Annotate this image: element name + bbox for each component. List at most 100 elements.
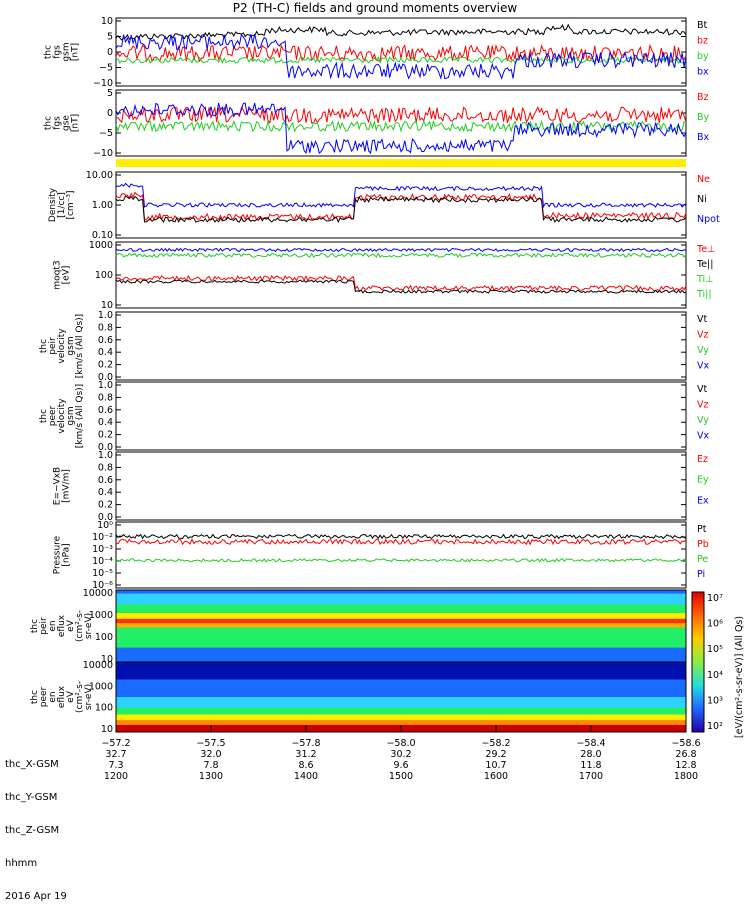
legend-entry: By [697,112,710,123]
panel-density: Density [1/cc] [cm⁻³] [48,171,687,239]
y-tick-label: 5 [107,88,113,99]
y-axis-label-line: eflux [57,614,67,637]
y-axis-label-line: eflux [57,685,67,708]
panel-frame [115,451,687,521]
panel-temp: moqt3 [eV] [53,241,687,309]
x-axis-value: 32.0 [200,749,221,760]
legend-entry: Pt [697,524,707,535]
ti-perp-line [115,252,687,259]
panel-peir-eflux: thc peir en eflux eV (cm²-s-sr-eV) [30,589,687,663]
spectrogram-band [116,679,686,698]
y-axis-label-line: Pressure [53,535,63,574]
y-axis-label-line: sr-eV) [84,613,94,639]
spectrogram-band [116,647,686,663]
x-axis-value: −58.4 [576,738,605,749]
xaxis-row-label: thc_Z-GSM [5,825,60,836]
y-axis-label-line: velocity [57,398,67,434]
y-axis-label-line: thc [30,619,40,633]
y-axis-label-line: thc [30,690,40,704]
y-axis-label-line: peer [48,405,58,426]
y-axis-label-line: gsm [66,406,76,425]
y-tick-label: 0.10 [92,230,113,241]
x-axis-value: 29.2 [485,749,506,760]
y-tick-label: 100 [95,703,113,714]
spectrogram-band [116,604,686,614]
legend-entry: Vz [697,400,709,411]
panel-frame [115,311,687,381]
y-tick-label: −5 [99,63,113,74]
y-tick-label: 10 [101,724,113,735]
y-tick-label: 5 [107,32,113,43]
legend-entry: by [697,51,709,62]
y-axis-label: thc peer velocity gsm [km/s (All Qs)] [39,384,85,448]
y-axis-label-line: [mV/m] [62,469,72,503]
y-tick-label: 10.00 [86,170,113,181]
y-axis-label-line: thc [44,116,54,130]
legend-entry: Vz [697,330,709,341]
y-axis-label-line: E=−VxB [53,467,63,505]
y-axis-label-line: fgs [53,45,63,59]
bt-line [115,23,687,41]
y-tick-label: 10⁰ [97,520,113,531]
y-tick-label: 0.6 [98,405,113,416]
y-axis-label-line: gsm [66,336,76,355]
colorbar-tick-label: 10⁴ [707,670,723,681]
ni-line [115,195,687,224]
colorbar-tick-label: 10⁶ [707,619,723,630]
y-tick-label: 1.00 [92,200,113,211]
y-axis-label-line: (cm²-s- [75,610,85,642]
y-axis-label-line: velocity [57,328,67,364]
x-axis-value: 31.2 [295,749,316,760]
legend-entry: Vx [697,431,709,442]
te-par-line [115,247,687,253]
x-axis-value: 1500 [389,771,413,782]
y-tick-label: −10 [93,78,113,89]
colorbar-tick-label: 10³ [707,695,723,706]
y-tick-label: 0.4 [98,347,113,358]
y-axis-label: thc peir velocity gsm [km/s (All Qs)] [39,314,85,378]
x-axis-value: 1300 [199,771,223,782]
y-axis-label-line: eV [66,690,76,703]
legend-entry: Pi [697,569,705,580]
spectrogram-band [116,714,686,721]
spectrogram-band [116,623,686,628]
legend-entry: Vt [697,384,707,395]
y-axis-label-line: [nPa] [62,543,72,566]
x-axis-value: 9.6 [393,760,408,771]
x-axis-value: 30.2 [390,749,411,760]
xaxis-row-label: thc_Y-GSM [5,792,58,803]
y-axis-label-line: (cm²-s- [75,681,85,713]
npot-line [115,182,687,209]
x-axis-value: 7.3 [108,760,123,771]
panel-pressure: Pressure [nPa] [53,521,687,589]
y-axis-label-line: sr-eV) [84,684,94,710]
y-axis-label-line: thc [39,409,49,423]
x-axis-value: 1200 [104,771,128,782]
y-tick-label: 0 [107,108,113,119]
y-axis-label: Density [1/cc] [cm⁻³] [48,187,76,222]
spectrogram-band [116,662,686,680]
legend-entry: Vt [697,314,707,325]
legend-entry: Bt [697,20,708,31]
y-axis-label-line: Density [48,187,58,222]
y-axis-label-line: gsm [62,42,72,61]
by-line [115,56,687,65]
legend-entry: Ne [697,174,710,185]
y-axis-label-line: thc [39,339,49,353]
y-axis-label: thc peer en eflux eV (cm²-s-sr-eV) [30,681,94,713]
by-gse-line [115,119,687,133]
spectrogram-band [116,618,686,624]
x-axis-value: −57.8 [291,738,320,749]
y-axis-label-line: thc [44,45,54,59]
legend-entry: Ey [697,475,709,486]
legend-entry: Npot [697,214,720,225]
spectrogram-band [116,593,686,605]
y-tick-label: 0.8 [98,462,113,473]
y-axis-label-line: moqt3 [53,260,63,289]
x-axis-value: 8.6 [298,760,313,771]
xaxis-date: 2016 Apr 19 [5,891,67,902]
bx-line [115,33,687,81]
panel-frame [115,17,687,87]
panel-fgs-mag: thc fgs gsm [nT] [44,17,687,87]
legend-entry: Vy [697,345,709,356]
